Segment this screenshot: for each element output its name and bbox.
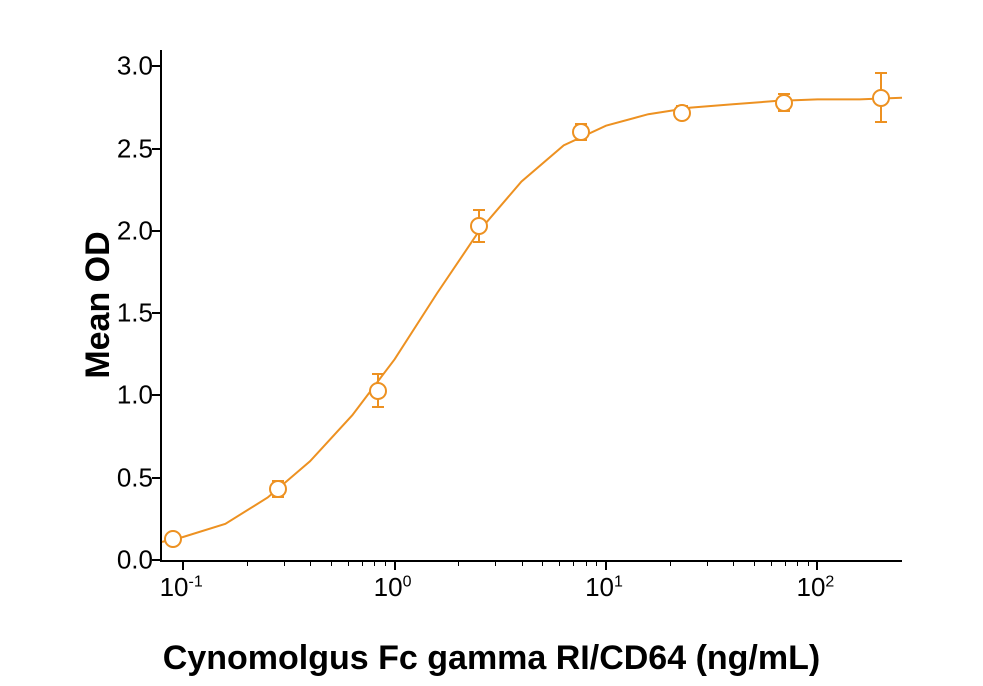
x-minor-tick: [808, 560, 809, 566]
y-tick: [152, 230, 162, 232]
y-tick-label: 1.0: [117, 380, 153, 411]
x-tick: [816, 560, 818, 570]
x-minor-tick: [559, 560, 560, 566]
x-tick: [394, 560, 396, 570]
x-tick-label: 102: [797, 572, 835, 603]
error-cap-bottom: [875, 121, 887, 123]
marker-circle: [872, 89, 890, 107]
y-tick: [152, 559, 162, 561]
x-minor-tick: [733, 560, 734, 566]
x-tick: [182, 560, 184, 570]
chart-container: Mean OD Cynomolgus Fc gamma RI/CD64 (ng/…: [0, 0, 983, 686]
x-minor-tick: [284, 560, 285, 566]
x-minor-tick: [771, 560, 772, 566]
y-tick: [152, 65, 162, 67]
marker-circle: [775, 94, 793, 112]
x-minor-tick: [586, 560, 587, 566]
y-tick-label: 2.0: [117, 215, 153, 246]
y-tick-label: 0.0: [117, 545, 153, 576]
x-minor-tick: [385, 560, 386, 566]
error-cap-bottom: [372, 406, 384, 408]
marker-circle: [673, 104, 691, 122]
error-cap-top: [473, 209, 485, 211]
y-axis-label: Mean OD: [79, 231, 118, 378]
x-minor-tick: [797, 560, 798, 566]
marker-circle: [269, 480, 287, 498]
x-minor-tick: [754, 560, 755, 566]
x-minor-tick: [670, 560, 671, 566]
y-tick-label: 1.5: [117, 298, 153, 329]
y-tick: [152, 312, 162, 314]
x-minor-tick: [495, 560, 496, 566]
x-minor-tick: [374, 560, 375, 566]
error-cap-top: [875, 72, 887, 74]
x-tick-label: 10-1: [160, 572, 203, 603]
marker-circle: [572, 123, 590, 141]
x-minor-tick: [522, 560, 523, 566]
y-tick-label: 0.5: [117, 462, 153, 493]
x-tick-label: 101: [585, 572, 623, 603]
y-tick: [152, 148, 162, 150]
fit-curve: [162, 98, 902, 542]
x-minor-tick: [331, 560, 332, 566]
y-tick: [152, 477, 162, 479]
y-tick: [152, 394, 162, 396]
x-minor-tick: [310, 560, 311, 566]
y-tick-label: 3.0: [117, 51, 153, 82]
x-tick: [605, 560, 607, 570]
x-minor-tick: [596, 560, 597, 566]
plot-area: [160, 50, 902, 562]
x-minor-tick: [542, 560, 543, 566]
marker-circle: [369, 382, 387, 400]
y-tick-label: 2.5: [117, 133, 153, 164]
x-minor-tick: [573, 560, 574, 566]
marker-circle: [164, 530, 182, 548]
x-axis-label: Cynomolgus Fc gamma RI/CD64 (ng/mL): [163, 639, 820, 678]
x-minor-tick: [458, 560, 459, 566]
x-tick-label: 100: [374, 572, 412, 603]
x-minor-tick: [785, 560, 786, 566]
error-cap-top: [372, 373, 384, 375]
x-minor-tick: [348, 560, 349, 566]
x-minor-tick: [362, 560, 363, 566]
error-cap-bottom: [473, 241, 485, 243]
marker-circle: [470, 217, 488, 235]
x-minor-tick: [247, 560, 248, 566]
x-minor-tick: [707, 560, 708, 566]
